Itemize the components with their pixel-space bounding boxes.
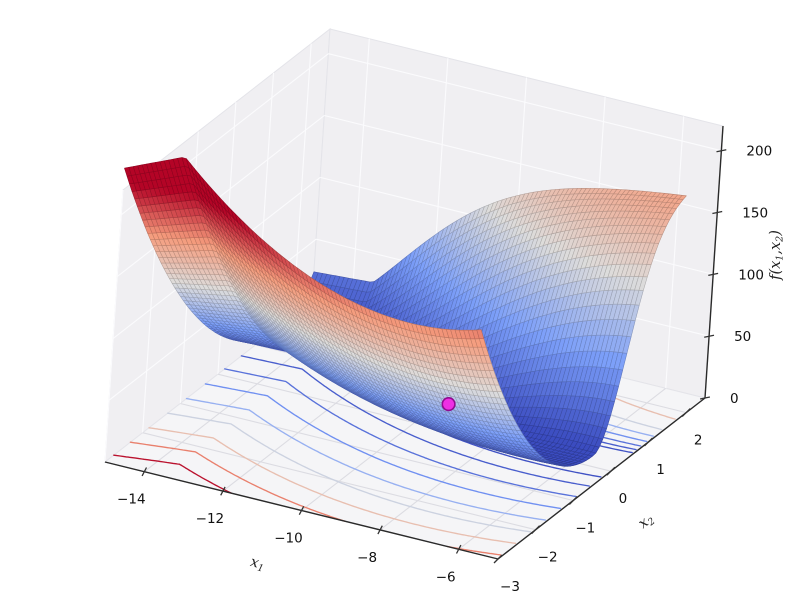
z-tick-label: 200 bbox=[746, 144, 772, 160]
surface-mesh bbox=[124, 157, 687, 467]
x2-tick-label: 0 bbox=[619, 491, 628, 507]
minimum-point bbox=[441, 397, 456, 412]
x2-tick-label: 2 bbox=[694, 433, 703, 449]
x2-tick-label: −2 bbox=[538, 550, 558, 566]
x1-tick-label: −12 bbox=[196, 511, 225, 527]
contour-level-175 bbox=[129, 441, 502, 556]
x1-tick-label: −6 bbox=[436, 569, 456, 585]
x2-tick-label: −3 bbox=[500, 579, 520, 595]
z-tick-label: 0 bbox=[730, 391, 739, 407]
x1-tick-label: −8 bbox=[357, 550, 377, 566]
z-tick-label: 150 bbox=[742, 206, 768, 222]
z-axis: 0 50 100 150 200 f(x1​,x2​) bbox=[699, 144, 786, 407]
axes-decorations: −14−12−10−8−6x1​−3−2−1012x2​050100150200… bbox=[104, 125, 786, 595]
x1-tick-label: −14 bbox=[117, 492, 146, 508]
x1-tick-label: −10 bbox=[274, 531, 303, 547]
z-axis-label: f(x1​,x2​) bbox=[768, 230, 786, 281]
x1-axis: −14−12−10−8−6x1​ bbox=[117, 467, 462, 585]
contour-level-215 bbox=[113, 454, 233, 494]
x2-tick-label: −1 bbox=[575, 521, 595, 537]
x2-tick-label: 1 bbox=[656, 462, 665, 478]
z-tick-label: 50 bbox=[734, 329, 751, 345]
z-tick-label: 100 bbox=[738, 267, 764, 283]
